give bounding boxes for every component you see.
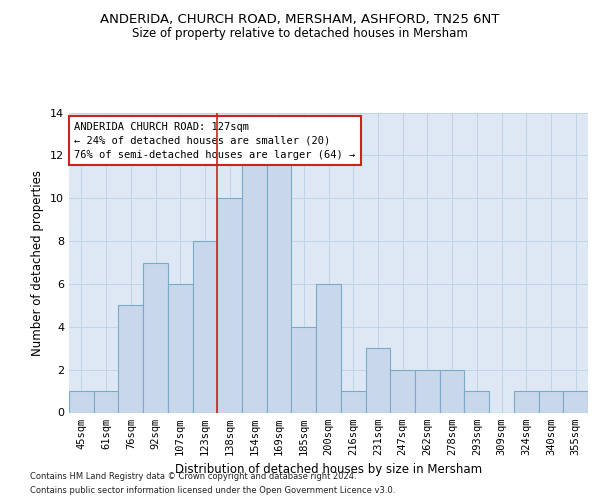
Bar <box>415 370 440 412</box>
Bar <box>440 370 464 412</box>
Bar <box>193 241 217 412</box>
Bar <box>168 284 193 412</box>
Bar <box>143 262 168 412</box>
Bar <box>316 284 341 412</box>
Bar <box>217 198 242 412</box>
Bar <box>514 391 539 412</box>
Bar <box>464 391 489 412</box>
Bar <box>267 156 292 412</box>
Text: ANDERIDA CHURCH ROAD: 127sqm
← 24% of detached houses are smaller (20)
76% of se: ANDERIDA CHURCH ROAD: 127sqm ← 24% of de… <box>74 122 355 160</box>
Text: Size of property relative to detached houses in Mersham: Size of property relative to detached ho… <box>132 28 468 40</box>
Bar <box>539 391 563 412</box>
Bar <box>69 391 94 412</box>
Text: Contains public sector information licensed under the Open Government Licence v3: Contains public sector information licen… <box>30 486 395 495</box>
Bar <box>292 327 316 412</box>
Bar <box>118 306 143 412</box>
Bar <box>242 156 267 412</box>
Y-axis label: Number of detached properties: Number of detached properties <box>31 170 44 356</box>
Text: ANDERIDA, CHURCH ROAD, MERSHAM, ASHFORD, TN25 6NT: ANDERIDA, CHURCH ROAD, MERSHAM, ASHFORD,… <box>100 12 500 26</box>
Bar <box>390 370 415 412</box>
Bar <box>341 391 365 412</box>
Text: Contains HM Land Registry data © Crown copyright and database right 2024.: Contains HM Land Registry data © Crown c… <box>30 472 356 481</box>
Bar <box>365 348 390 412</box>
Bar <box>563 391 588 412</box>
Bar <box>94 391 118 412</box>
X-axis label: Distribution of detached houses by size in Mersham: Distribution of detached houses by size … <box>175 463 482 476</box>
